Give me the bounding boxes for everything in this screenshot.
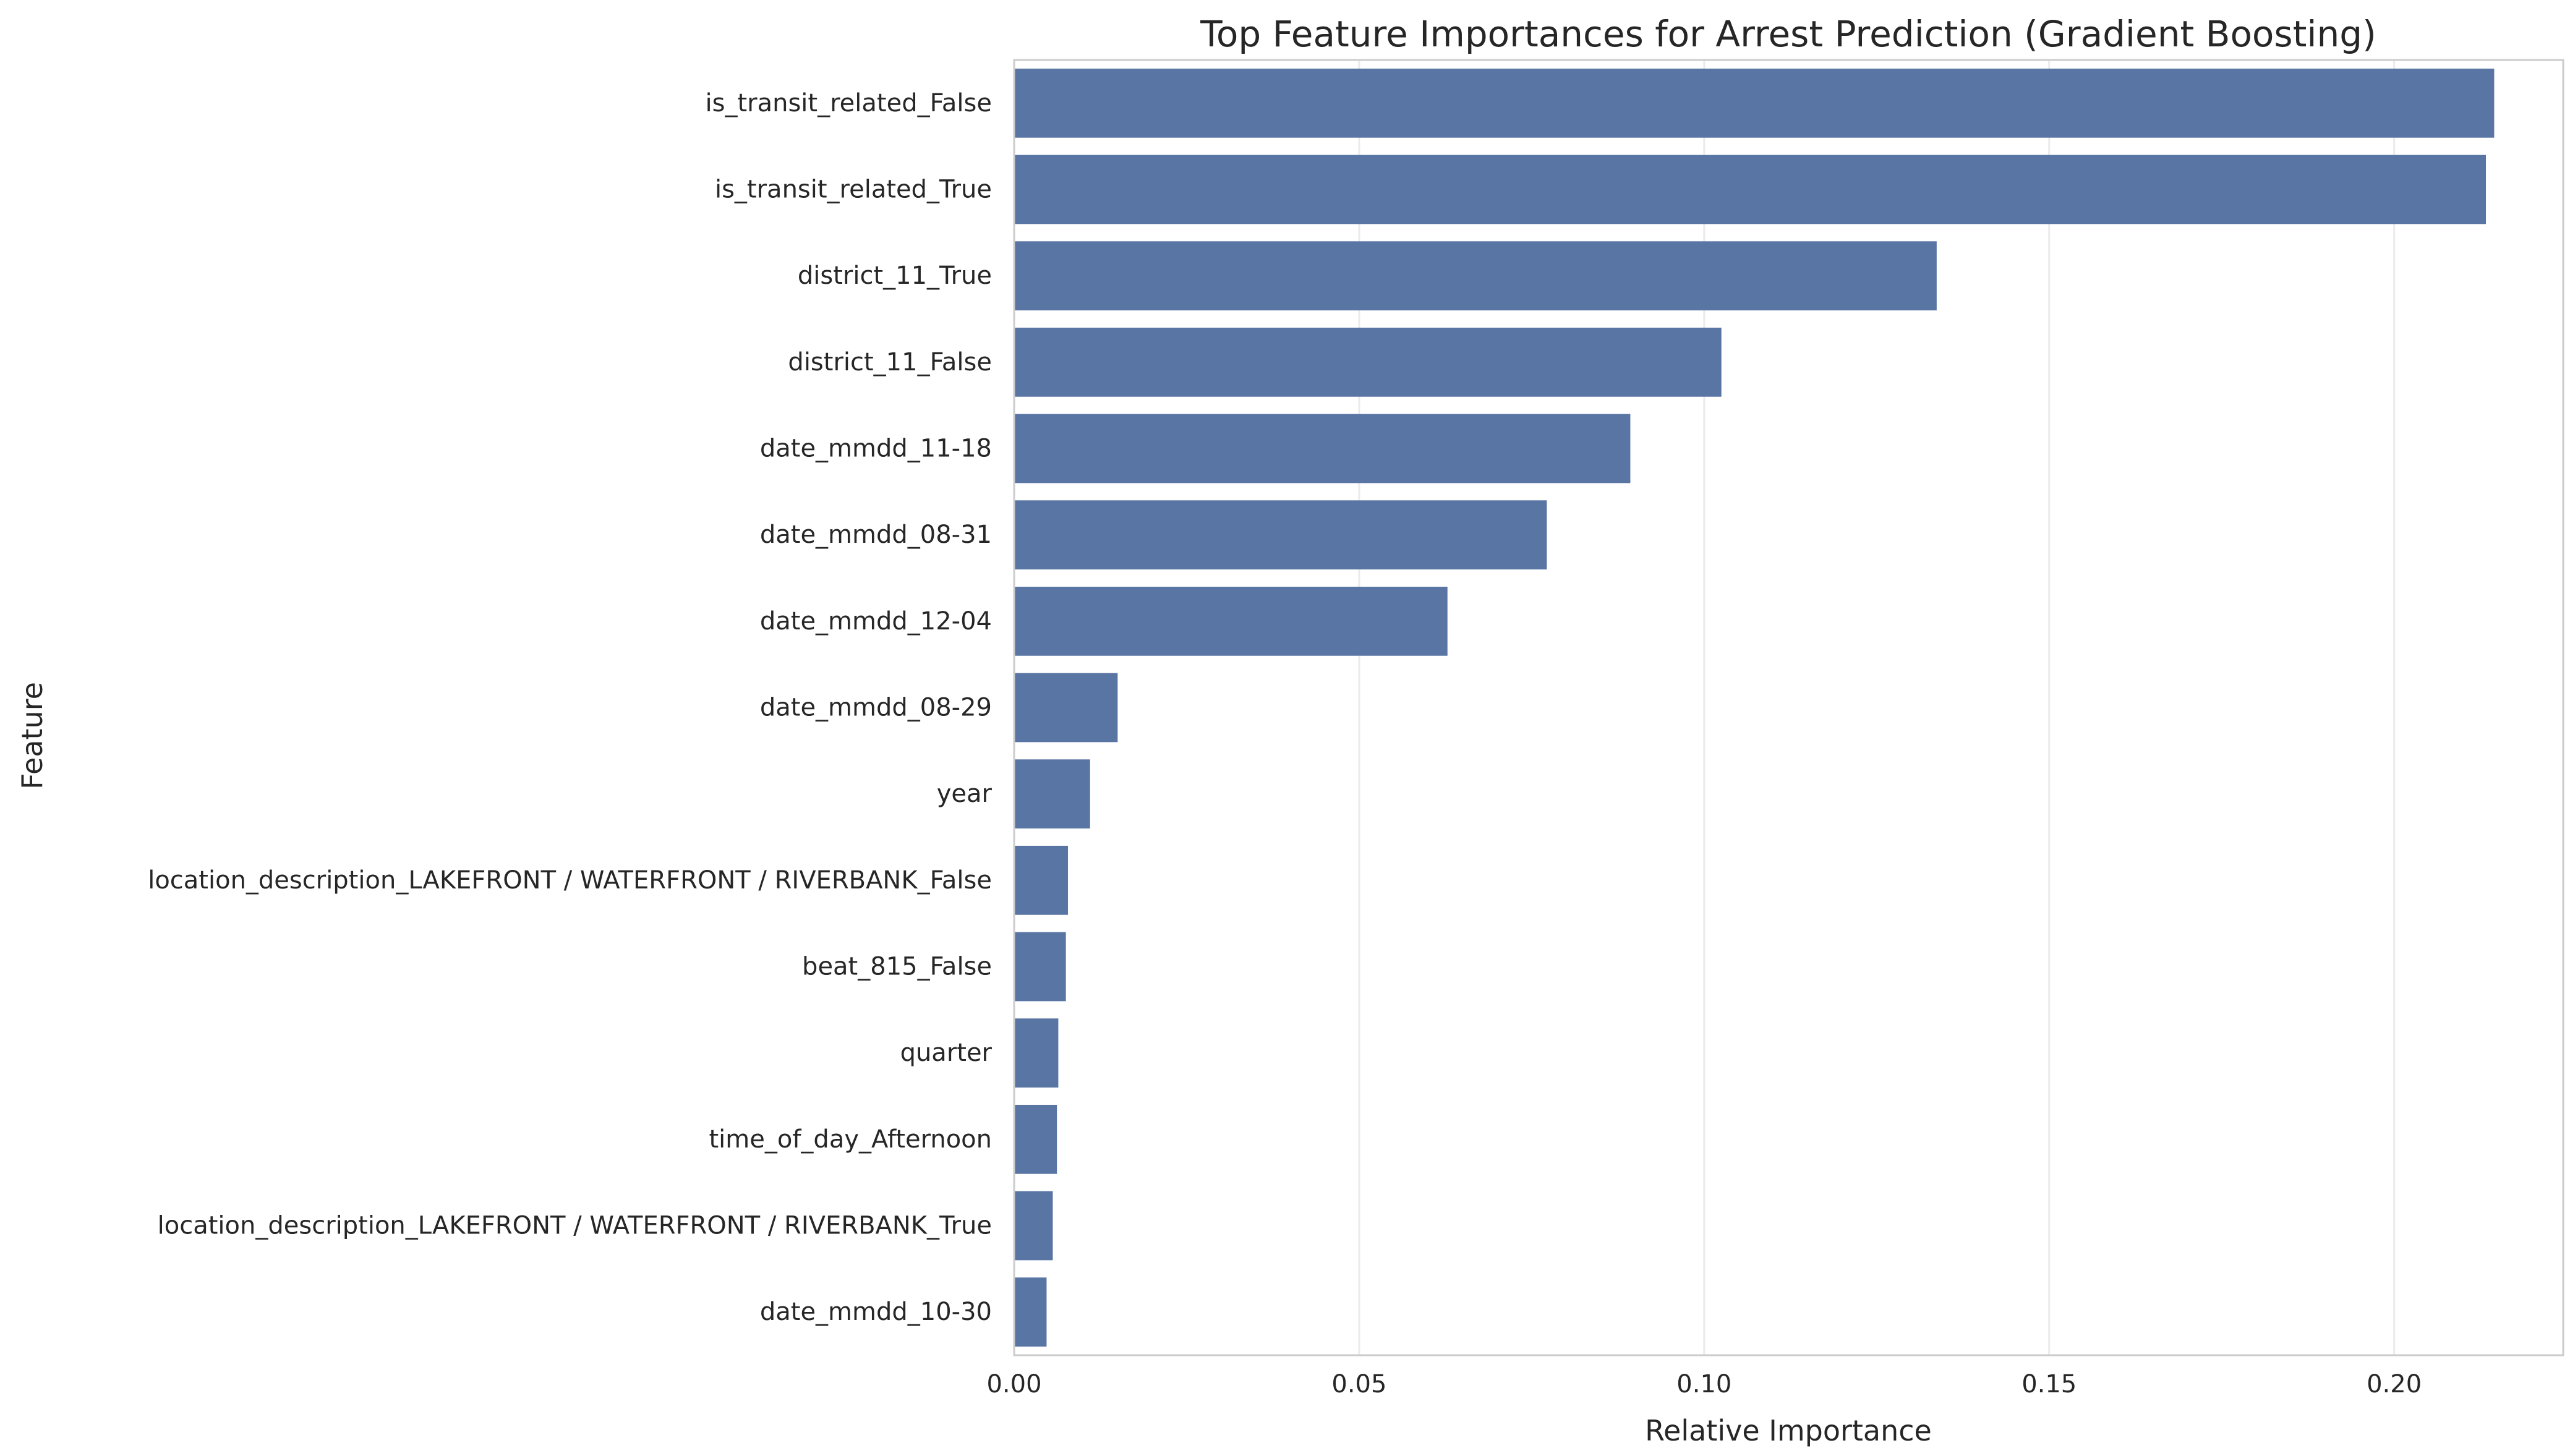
bar <box>1014 241 1937 311</box>
y-tick-label: is_transit_related_False <box>706 89 992 117</box>
bars <box>1014 68 2495 1347</box>
x-tick-label: 0.10 <box>1676 1370 1731 1399</box>
x-tick-label: 0.15 <box>2021 1370 2077 1399</box>
x-tick-label: 0.20 <box>2367 1370 2422 1399</box>
bar <box>1014 500 1547 570</box>
x-tick-label: 0.00 <box>986 1370 1041 1399</box>
x-tick-label: 0.05 <box>1331 1370 1386 1399</box>
y-tick-label: quarter <box>900 1039 993 1067</box>
y-tick-labels: is_transit_related_False is_transit_relat… <box>148 89 992 1326</box>
y-tick-label: district_11_True <box>798 262 992 290</box>
y-tick-label: is_transit_related_True <box>715 176 992 204</box>
bar <box>1014 759 1090 829</box>
y-tick-label: date_mmdd_11-18 <box>760 435 992 463</box>
y-tick-label: beat_815_False <box>802 953 992 981</box>
bar <box>1014 68 2495 138</box>
y-tick-label: date_mmdd_08-31 <box>760 521 992 549</box>
y-tick-label: location_description_LAKEFRONT / WATERFR… <box>158 1212 992 1240</box>
y-tick-label: time_of_day_Afternoon <box>709 1125 993 1154</box>
y-tick-label: district_11_False <box>788 348 992 377</box>
y-tick-label: date_mmdd_12-04 <box>760 607 992 636</box>
x-tick-labels: 0.00 0.05 0.10 0.15 0.20 <box>986 1370 2422 1399</box>
bar <box>1014 1191 1053 1261</box>
chart-title: Top Feature Importances for Arrest Predi… <box>1200 13 2376 55</box>
y-tick-label: year <box>937 780 993 808</box>
bar <box>1014 414 1631 483</box>
bar <box>1014 1277 1047 1347</box>
bar <box>1014 586 1448 656</box>
bar <box>1014 1104 1057 1174</box>
bar <box>1014 327 1722 397</box>
y-tick-label: date_mmdd_10-30 <box>760 1298 992 1326</box>
y-axis-label: Feature <box>15 682 49 790</box>
bar <box>1014 932 1066 1002</box>
bar <box>1014 845 1069 915</box>
bar <box>1014 673 1118 743</box>
plot-frame <box>1013 59 2564 1356</box>
bar <box>1014 1018 1059 1088</box>
bar <box>1014 155 2487 224</box>
y-tick-label: location_description_LAKEFRONT / WATERFR… <box>148 866 992 895</box>
x-axis-label: Relative Importance <box>1645 1414 1932 1447</box>
y-tick-label: date_mmdd_08-29 <box>760 694 992 722</box>
